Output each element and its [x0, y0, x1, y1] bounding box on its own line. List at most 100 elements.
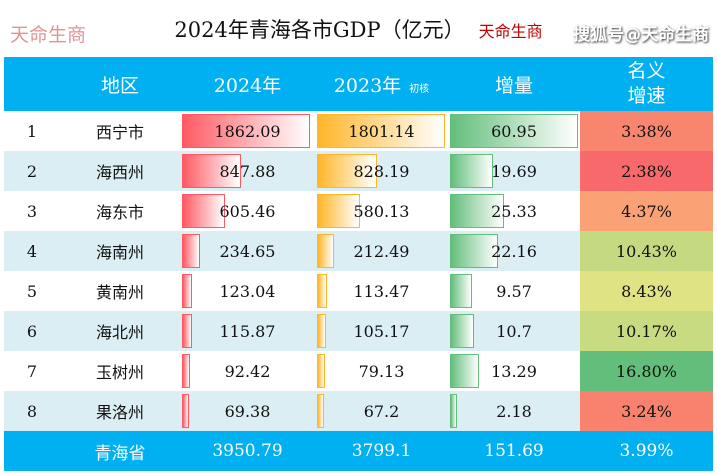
table-row: 6 海北州 115.87 105.17 10.7 10.17% — [4, 311, 713, 351]
total-rate-cell: 3.99% — [580, 431, 713, 471]
data-bar-y2023 — [317, 274, 327, 308]
cell-increase: 22.16 — [448, 231, 580, 271]
header-2023: 2023年 初核 — [315, 57, 448, 111]
cell-increase: 2.18 — [448, 391, 580, 431]
cell-rate: 10.17% — [580, 311, 713, 351]
cell-y2024: 123.04 — [180, 271, 315, 311]
cell-increase: 13.29 — [448, 351, 580, 391]
data-bar-y2023 — [317, 114, 445, 148]
table-row: 4 海南州 234.65 212.49 22.16 10.43% — [4, 231, 713, 271]
region: 海北州 — [60, 311, 180, 351]
rank: 4 — [4, 231, 60, 271]
value-y2024: 847.88 — [219, 161, 276, 181]
cell-y2024: 92.42 — [180, 351, 315, 391]
value-increase: 25.33 — [491, 201, 537, 221]
title-text: 2024年青海各市GDP（亿元） — [174, 18, 465, 42]
data-bar-y2024 — [182, 194, 225, 228]
data-bar-y2024 — [182, 354, 191, 388]
rank: 8 — [4, 391, 60, 431]
data-bar-y2024 — [182, 394, 189, 428]
data-bar-y2024 — [182, 314, 192, 348]
rank: 5 — [26, 281, 38, 301]
rate: 4.37% — [621, 201, 672, 221]
rate: 3.24% — [621, 401, 672, 421]
total-2024: 3950.79 — [180, 431, 315, 471]
data-bar-y2023 — [317, 154, 377, 188]
data-bar-increase — [450, 234, 498, 268]
region: 玉树州 — [95, 363, 144, 382]
value-y2024: 234.65 — [219, 241, 276, 261]
header-rate: 名义增速 — [580, 57, 713, 111]
region: 海西州 — [60, 151, 180, 191]
cell-rate: 2.38% — [580, 151, 713, 191]
data-bar-increase — [450, 114, 578, 148]
rank: 6 — [4, 311, 60, 351]
header-2023-label: 2023年 — [333, 74, 402, 97]
value-y2023: 79.13 — [358, 361, 405, 381]
region: 海南州 — [60, 231, 180, 271]
value-increase: 60.95 — [491, 121, 537, 141]
data-bar-increase — [450, 354, 480, 388]
value-y2023: 105.17 — [353, 321, 410, 341]
cell-rate: 10.43% — [580, 231, 713, 271]
data-bar-increase — [450, 274, 472, 308]
cell-increase: 10.7 — [448, 311, 580, 351]
data-bar-increase — [450, 194, 505, 228]
header-rate-label: 名义增速 — [627, 60, 666, 107]
rate: 16.80% — [615, 361, 677, 381]
cell-y2024: 847.88 — [180, 151, 315, 191]
center-watermark: 天命生商 — [10, 24, 87, 46]
value-y2023: 113.47 — [353, 281, 410, 301]
cell-increase: 60.95 — [448, 111, 580, 151]
data-bar-y2024 — [182, 114, 310, 148]
region: 果洛州 — [60, 391, 180, 431]
value-y2023: 1801.14 — [348, 121, 415, 141]
cell-y2024: 69.38 — [180, 391, 315, 431]
header-increase: 增量 — [448, 57, 580, 111]
value-increase: 22.16 — [491, 241, 537, 261]
data-bar-y2023 — [317, 354, 325, 388]
value-y2024: 69.38 — [224, 401, 271, 421]
cell-rate: 4.37% — [580, 191, 713, 231]
data-bar-increase — [450, 314, 475, 348]
cell-rate: 16.80% — [580, 351, 713, 391]
total-increase: 151.69 — [448, 431, 580, 471]
table-row: 1 西宁市 1862.09 1801.14 60.95 3.38% — [4, 111, 713, 151]
data-bar-y2023 — [317, 394, 324, 428]
cell-y2024: 605.46 — [180, 191, 315, 231]
cell-rate: 3.38% — [580, 111, 713, 151]
value-y2024: 123.04 — [219, 281, 276, 301]
data-bar-increase — [450, 154, 493, 188]
cell-y2023: 79.13 — [315, 351, 448, 391]
cell-rate: 3.24% — [580, 391, 713, 431]
data-bar-increase — [450, 394, 457, 428]
gdp-table: 地区 2024年 2023年 初核 增量 名义增速 1 西宁市 1862.09 1801… — [4, 57, 713, 471]
cell-increase: 19.69 — [448, 151, 580, 191]
total-row: 青海省 3950.79 3799.1 151.69 3.99% — [4, 431, 713, 471]
rank: 2 — [4, 151, 60, 191]
header-rank — [4, 57, 60, 111]
header-2023-note: 初核 — [409, 83, 430, 95]
data-bar-y2024 — [182, 154, 242, 188]
page-title: 2024年青海各市GDP（亿元） 天命生商 — [0, 14, 717, 44]
rank: 3 — [26, 201, 38, 221]
value-increase: 19.69 — [491, 161, 537, 181]
cell-y2024: 234.65 — [180, 231, 315, 271]
rate: 2.38% — [621, 161, 672, 181]
rate: 3.38% — [621, 121, 672, 141]
table-row: 8 果洛州 69.38 67.2 2.18 3.24% — [4, 391, 713, 431]
data-bar-y2023 — [317, 234, 334, 268]
value-y2024: 92.42 — [224, 361, 271, 381]
cell-rate: 8.43% — [580, 271, 713, 311]
rate: 10.43% — [615, 241, 677, 261]
total-2023: 3799.1 — [315, 431, 448, 471]
cell-y2023: 1801.14 — [315, 111, 448, 151]
region: 西宁市 — [95, 123, 144, 142]
total-rate: 3.99% — [619, 441, 674, 461]
rank: 1 — [26, 121, 38, 141]
cell-y2024: 115.87 — [180, 311, 315, 351]
cell-y2023: 113.47 — [315, 271, 448, 311]
header-region: 地区 — [60, 57, 180, 111]
table-row: 5 黄南州 123.04 113.47 9.57 8.43% — [4, 271, 713, 311]
data-bar-y2023 — [317, 194, 360, 228]
